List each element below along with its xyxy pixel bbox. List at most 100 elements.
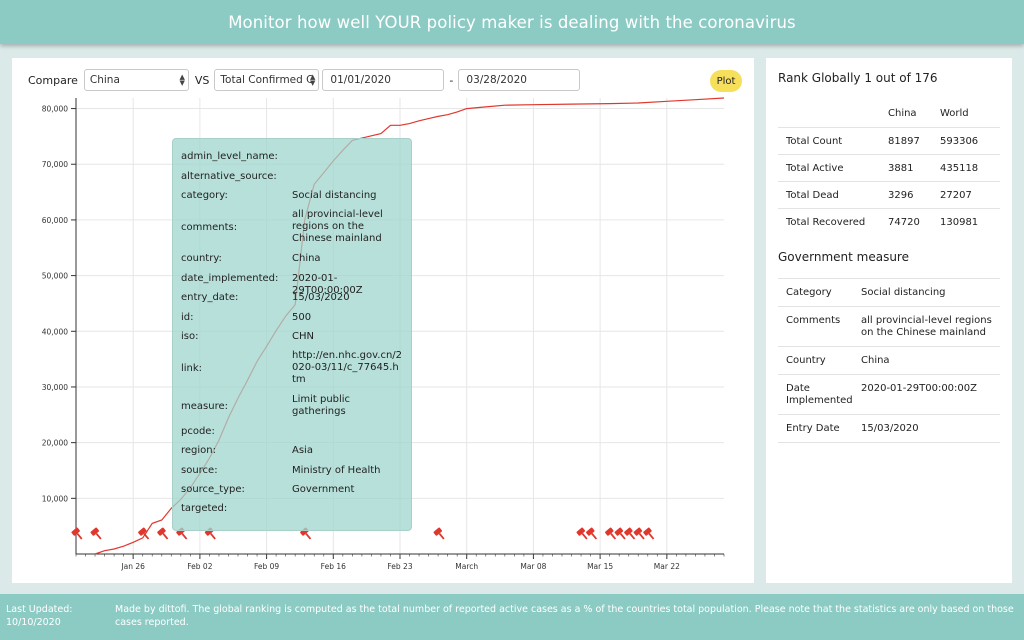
measure-tooltip: admin_level_name: alternative_source:cate… bbox=[172, 138, 412, 531]
x-tick-label: Feb 09 bbox=[254, 562, 279, 571]
tooltip-key: pcode: bbox=[181, 426, 215, 437]
tooltip-value: 2020-01-29T00:00:00Z bbox=[292, 273, 363, 296]
x-tick-label: Jan 26 bbox=[120, 562, 145, 571]
government-measure-title: Government measure bbox=[778, 250, 909, 264]
table-row: Total Recovered 74720 130981 bbox=[778, 209, 1000, 236]
vs-label: VS bbox=[194, 73, 210, 87]
y-tick-label: 50,000 bbox=[42, 272, 68, 281]
gavel-icon[interactable] bbox=[624, 527, 638, 541]
row-label: Total Recovered bbox=[786, 217, 866, 228]
app-footer: Last Updated: 10/10/2020 Made by dittofi… bbox=[0, 594, 1024, 640]
date-range-dash: - bbox=[449, 73, 454, 87]
col-world-header: World bbox=[940, 108, 969, 119]
tooltip-row: date_implemented: 2020-01-29T00:00:00Z bbox=[181, 273, 407, 297]
gavel-icon[interactable] bbox=[433, 527, 447, 541]
tooltip-key: region: bbox=[181, 445, 216, 456]
tooltip-key: targeted: bbox=[181, 503, 228, 514]
tooltip-value: China bbox=[292, 253, 321, 264]
tooltip-key: comments: bbox=[181, 221, 238, 233]
stats-header-row: China World bbox=[778, 100, 1000, 128]
gavel-icon[interactable] bbox=[586, 527, 600, 541]
tooltip-key: id: bbox=[181, 312, 194, 323]
tooltip-key: date_implemented: bbox=[181, 273, 279, 284]
tooltip-value: 500 bbox=[292, 312, 312, 323]
metric-select[interactable]: Total Confirmed C ▲ ▼ bbox=[214, 69, 320, 91]
tooltip-row: measure: Limit public gatherings bbox=[181, 394, 407, 418]
row-label: Total Count bbox=[786, 135, 843, 147]
page-title: Monitor how well YOUR policy maker is de… bbox=[228, 12, 796, 32]
gavel-icon[interactable] bbox=[605, 527, 619, 541]
world-value: 130981 bbox=[940, 217, 979, 228]
tooltip-row: alternative_source: bbox=[181, 171, 407, 182]
gavel-icon[interactable] bbox=[138, 527, 152, 541]
gavel-icon[interactable] bbox=[576, 527, 590, 541]
table-row: Comments all provincial-level regions on… bbox=[778, 307, 1000, 347]
tooltip-value: 15/03/2020 bbox=[292, 292, 350, 303]
tooltip-value bbox=[292, 151, 402, 162]
tooltip-row: category: Social distancing bbox=[181, 190, 407, 202]
tooltip-value: CHN bbox=[292, 331, 314, 342]
row-label: Total Active bbox=[786, 162, 844, 174]
tooltip-key: category: bbox=[181, 190, 228, 201]
y-tick-label: 80,000 bbox=[42, 105, 68, 114]
col-country-header: China bbox=[888, 108, 917, 119]
stats-panel: Rank Globally 1 out of 176 China World T… bbox=[766, 58, 1012, 583]
country-value: 74720 bbox=[888, 217, 920, 228]
table-row: Country China bbox=[778, 347, 1000, 375]
tooltip-row: targeted: bbox=[181, 503, 407, 514]
date-from-input[interactable]: 01/01/2020 bbox=[322, 69, 445, 91]
x-tick-label: Mar 15 bbox=[587, 562, 613, 571]
tooltip-key: source: bbox=[181, 465, 218, 476]
measure-value: 2020-01-29T00:00:00Z bbox=[861, 383, 977, 394]
x-tick-label: Mar 22 bbox=[654, 562, 680, 571]
date-to-input[interactable]: 03/28/2020 bbox=[458, 69, 581, 91]
tooltip-row: source: Ministry of Health bbox=[181, 465, 407, 477]
country-value: 3881 bbox=[888, 162, 914, 174]
tooltip-key: country: bbox=[181, 253, 222, 264]
tooltip-value: Limit public gatherings bbox=[292, 394, 351, 417]
stats-table: China World Total Count 81897 593306 Tot… bbox=[778, 100, 1000, 236]
y-tick-label: 10,000 bbox=[42, 494, 68, 503]
gavel-icon[interactable] bbox=[157, 527, 171, 541]
tooltip-row: country: China bbox=[181, 253, 407, 265]
tooltip-value: all provincial-level regions on the Chin… bbox=[292, 209, 383, 244]
gavel-icon[interactable] bbox=[633, 527, 647, 541]
gavel-icon[interactable] bbox=[71, 527, 85, 541]
gavel-icon[interactable] bbox=[614, 527, 628, 541]
tooltip-row: iso: CHN bbox=[181, 331, 407, 343]
plot-button[interactable]: Plot bbox=[710, 70, 742, 92]
y-tick-label: 30,000 bbox=[42, 383, 68, 392]
select-arrows-icon: ▲ ▼ bbox=[179, 73, 185, 87]
country-select[interactable]: China ▲ ▼ bbox=[83, 69, 189, 91]
y-tick-label: 70,000 bbox=[42, 160, 68, 169]
y-tick-label: 60,000 bbox=[42, 216, 68, 225]
tooltip-key: admin_level_name: bbox=[181, 151, 278, 162]
compare-label: Compare bbox=[28, 73, 78, 87]
tooltip-row: source_type: Government bbox=[181, 484, 407, 496]
table-row: Total Dead 3296 27207 bbox=[778, 182, 1000, 209]
date-from-value: 01/01/2020 bbox=[330, 74, 391, 86]
footer-note: Made by dittofi. The global ranking is c… bbox=[115, 604, 1014, 628]
app-header: Monitor how well YOUR policy maker is de… bbox=[0, 0, 1024, 44]
gavel-icon[interactable] bbox=[90, 527, 104, 541]
table-row: Category Social distancing bbox=[778, 279, 1000, 307]
measure-label: Category bbox=[786, 287, 832, 298]
date-to-value: 03/28/2020 bbox=[466, 74, 527, 86]
world-value: 593306 bbox=[940, 135, 979, 147]
tooltip-value: http://en.nhc.gov.cn/2020-03/11/c_77645.… bbox=[292, 350, 403, 385]
table-row: Total Active 3881 435118 bbox=[778, 155, 1000, 182]
table-row: Date Implemented 2020-01-29T00:00:00Z bbox=[778, 375, 1000, 415]
rank-title: Rank Globally 1 out of 176 bbox=[778, 71, 938, 85]
tooltip-key: alternative_source: bbox=[181, 171, 277, 182]
tooltip-key: source_type: bbox=[181, 484, 245, 495]
gavel-icon[interactable] bbox=[643, 527, 657, 541]
metric-select-value: Total Confirmed C bbox=[220, 74, 314, 86]
measure-label: Date Implemented bbox=[786, 383, 853, 406]
tooltip-row: admin_level_name: bbox=[181, 151, 407, 162]
row-label: Total Dead bbox=[786, 189, 839, 201]
table-row: Entry Date 15/03/2020 bbox=[778, 415, 1000, 443]
tooltip-value bbox=[292, 503, 402, 514]
tooltip-row: id: 500 bbox=[181, 312, 407, 324]
x-tick-label: Feb 23 bbox=[387, 562, 412, 571]
country-value: 3296 bbox=[888, 189, 914, 201]
